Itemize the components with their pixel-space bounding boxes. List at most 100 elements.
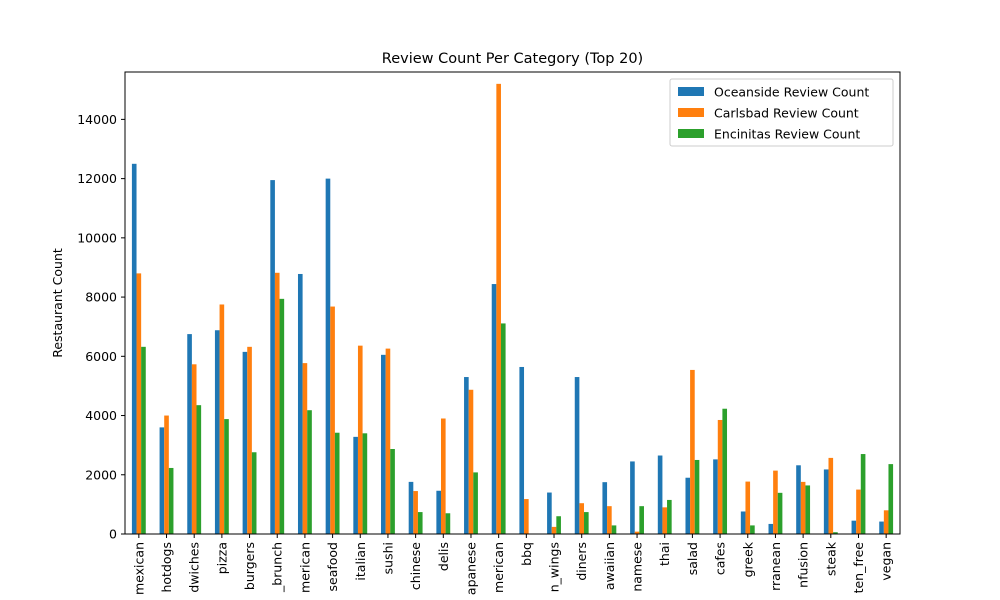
x-tick-label: italian	[353, 542, 368, 581]
bar	[519, 366, 525, 534]
x-tick-label: namese	[630, 542, 645, 592]
bar	[639, 506, 644, 534]
legend-box	[669, 78, 894, 147]
bar	[219, 304, 225, 534]
bar	[823, 469, 829, 534]
bar	[851, 520, 857, 534]
y-tick-label: 10000	[77, 230, 117, 245]
bar	[860, 454, 866, 534]
bar	[473, 472, 478, 534]
x-tick-label: apanese	[463, 542, 478, 595]
bar	[745, 481, 751, 534]
legend-swatch	[678, 87, 704, 96]
bar	[141, 346, 146, 534]
bar	[330, 306, 335, 534]
bar	[500, 323, 506, 534]
y-tick-label: 14000	[77, 112, 117, 127]
bar	[524, 499, 529, 534]
bar	[883, 510, 889, 534]
bar	[464, 377, 469, 534]
bar	[740, 511, 746, 534]
x-tick-label: awaiian	[602, 542, 617, 590]
bar	[773, 470, 778, 534]
bar	[390, 449, 395, 534]
plot-area: 0 2000 4000 6000 8000 10000 12000 14000 mexican h…	[77, 71, 901, 595]
bar	[690, 369, 695, 534]
bar	[800, 481, 806, 534]
legend: Oceanside Review Count Carlsbad Review Co…	[669, 78, 894, 147]
bar	[274, 272, 280, 534]
x-tick-label: salad	[685, 542, 700, 575]
bar	[247, 346, 252, 534]
x-tick-label: delis	[436, 542, 451, 571]
x-tick-label: burgers	[242, 542, 257, 590]
bar	[888, 464, 894, 534]
legend-swatch	[678, 108, 704, 117]
bar	[584, 512, 589, 534]
bar	[242, 351, 248, 534]
bar	[657, 455, 663, 534]
bar	[468, 389, 474, 534]
bar	[856, 489, 861, 534]
x-tick-label: diners	[574, 542, 589, 581]
x-tick-label: ten_free	[851, 542, 866, 594]
bar	[196, 405, 202, 534]
chart-title: Review Count Per Category (Top 20)	[382, 51, 643, 67]
bar	[491, 284, 497, 534]
bar	[224, 419, 229, 534]
bar	[307, 410, 312, 534]
y-axis-label: Restaurant Count	[50, 248, 65, 358]
bar	[325, 178, 331, 534]
plot-frame	[124, 71, 901, 535]
y-tick-label: 4000	[85, 408, 117, 423]
bar	[297, 273, 303, 534]
bar	[750, 525, 755, 534]
bar	[440, 418, 446, 534]
bar	[579, 503, 585, 534]
bar	[131, 163, 137, 534]
bar	[607, 506, 612, 534]
bar	[630, 461, 635, 534]
bar	[547, 492, 552, 534]
bar	[713, 459, 718, 534]
bar	[136, 273, 142, 534]
bar	[667, 499, 672, 534]
x-tick-label: greek	[740, 541, 755, 577]
bar	[496, 83, 501, 534]
x-tick-label: merican	[297, 542, 312, 593]
x-tick-label: bbq	[519, 542, 534, 566]
x-tick-label: thai	[657, 542, 672, 566]
bar	[768, 523, 774, 534]
bar	[685, 477, 691, 534]
bar	[436, 490, 441, 534]
bar	[833, 532, 838, 534]
x-tick-label: sushi	[380, 542, 395, 574]
bar	[353, 436, 358, 534]
bar	[214, 330, 220, 534]
bar	[279, 298, 285, 534]
x-tick-label: n_wings	[547, 542, 562, 592]
x-tick-label: hotdogs	[159, 542, 174, 593]
bar	[602, 482, 608, 534]
x-tick-label: merican	[491, 542, 506, 593]
y-tick-label: 12000	[77, 171, 117, 186]
legend-entry: Encinitas Review Count	[714, 127, 860, 142]
x-tick-label: cafes	[713, 542, 728, 575]
bar	[634, 531, 640, 534]
bar	[168, 467, 174, 534]
legend-entry: Carlsbad Review Count	[714, 106, 859, 121]
x-tick-label: vegan	[879, 542, 894, 581]
bar	[574, 377, 580, 534]
x-tick-label: mexican	[131, 542, 146, 595]
x-tick-label: dwiches	[187, 542, 202, 593]
bar	[796, 465, 801, 534]
bar	[662, 507, 668, 534]
bar	[413, 491, 418, 534]
bar	[445, 513, 451, 534]
bar	[191, 364, 197, 534]
bar	[187, 334, 192, 534]
bar	[334, 432, 340, 534]
y-tick-label: 0	[109, 527, 117, 542]
bar	[717, 419, 723, 534]
x-tick-label: _brunch	[270, 542, 285, 593]
